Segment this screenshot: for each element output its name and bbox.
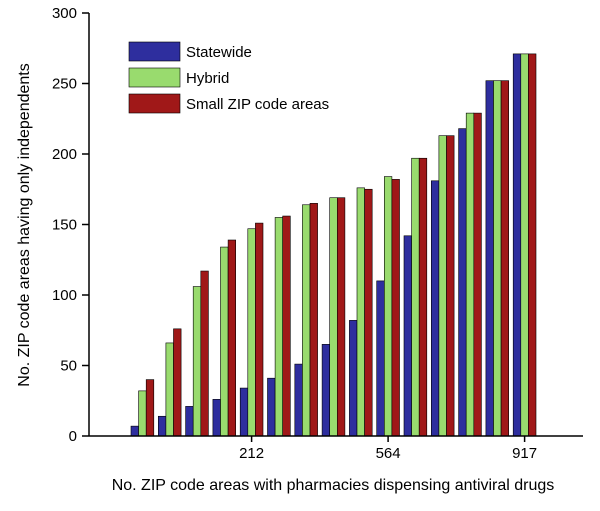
bar-small-zip-code-areas bbox=[391, 179, 400, 437]
bar-hybrid bbox=[192, 286, 202, 437]
x-axis-title: No. ZIP code areas with pharmacies dispe… bbox=[112, 477, 555, 494]
y-tick-label: 0 bbox=[69, 428, 77, 445]
bar-hybrid bbox=[274, 217, 284, 437]
bar-hybrid bbox=[411, 157, 420, 437]
bar-small-zip-code-areas bbox=[309, 203, 318, 437]
bar-small-zip-code-areas bbox=[364, 188, 373, 437]
bar-statewide bbox=[239, 387, 249, 437]
bar-hybrid bbox=[138, 390, 147, 437]
y-tick-label: 200 bbox=[52, 146, 77, 163]
bar-statewide bbox=[349, 320, 358, 437]
bar-small-zip-code-areas bbox=[528, 53, 537, 437]
bar-hybrid bbox=[520, 53, 529, 437]
bar-hybrid bbox=[383, 176, 393, 437]
bar-statewide bbox=[321, 344, 331, 437]
bar-statewide bbox=[485, 80, 494, 437]
bar-hybrid bbox=[247, 228, 256, 437]
x-tick-label: 917 bbox=[512, 445, 537, 462]
x-tick-label: 212 bbox=[239, 445, 264, 462]
bar-small-zip-code-areas bbox=[200, 270, 209, 437]
bar-small-zip-code-areas bbox=[336, 197, 346, 437]
bar-statewide bbox=[185, 406, 194, 437]
bar-statewide bbox=[294, 363, 303, 437]
bar-small-zip-code-areas bbox=[418, 157, 428, 437]
bar-hybrid bbox=[220, 246, 229, 437]
bar-hybrid bbox=[493, 80, 502, 437]
bar-hybrid bbox=[438, 135, 447, 437]
legend-swatch bbox=[128, 93, 181, 114]
legend-swatch bbox=[128, 67, 181, 88]
bar-small-zip-code-areas bbox=[446, 135, 455, 437]
legend: Statewide Hybrid Small ZIP code areas bbox=[128, 41, 329, 114]
legend-swatch bbox=[128, 41, 181, 62]
bar-hybrid bbox=[165, 342, 174, 437]
bar-statewide bbox=[212, 399, 221, 437]
y-tick-label: 300 bbox=[52, 5, 77, 22]
y-ticks: 0 50 100 150 200 250 300 bbox=[52, 5, 89, 445]
x-ticks: 212 564 917 bbox=[239, 436, 537, 462]
y-tick-label: 50 bbox=[60, 358, 77, 375]
bar-statewide bbox=[430, 180, 440, 437]
bar-hybrid bbox=[302, 204, 311, 437]
legend-label: Small ZIP code areas bbox=[186, 96, 329, 113]
bar-small-zip-code-areas bbox=[227, 239, 237, 437]
bar-statewide bbox=[376, 280, 385, 437]
bar-small-zip-code-areas bbox=[145, 379, 155, 437]
bar-statewide bbox=[512, 53, 522, 437]
bar-small-zip-code-areas bbox=[173, 328, 182, 437]
bar-small-zip-code-areas bbox=[255, 222, 264, 437]
bar-statewide bbox=[158, 415, 167, 437]
y-axis-title: No. ZIP code areas having only independe… bbox=[16, 63, 33, 386]
y-tick-label: 250 bbox=[52, 76, 77, 93]
bar-small-zip-code-areas bbox=[500, 80, 510, 437]
bar-statewide bbox=[458, 128, 467, 437]
bar-statewide bbox=[403, 235, 412, 437]
y-tick-label: 100 bbox=[52, 287, 77, 304]
bar-hybrid bbox=[356, 187, 365, 437]
x-tick-label: 564 bbox=[376, 445, 401, 462]
bars-layer bbox=[130, 53, 537, 437]
legend-label: Hybrid bbox=[186, 70, 229, 87]
bar-hybrid bbox=[329, 197, 338, 437]
bar-small-zip-code-areas bbox=[473, 112, 482, 437]
bar-statewide bbox=[130, 425, 139, 437]
legend-label: Statewide bbox=[186, 44, 252, 61]
bar-statewide bbox=[267, 377, 276, 437]
bar-hybrid bbox=[465, 112, 475, 437]
y-tick-label: 150 bbox=[52, 217, 77, 234]
bar-small-zip-code-areas bbox=[282, 215, 291, 437]
